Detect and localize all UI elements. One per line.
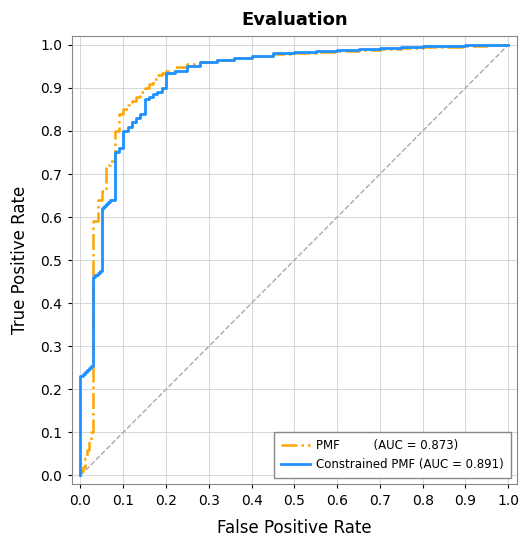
- PMF         (AUC = 0.873): [82, 455, 88, 461]
- Constrained PMF (AUC = 0.891): [355, 46, 362, 53]
- Line: PMF         (AUC = 0.873): PMF (AUC = 0.873): [81, 45, 508, 476]
- Constrained PMF (AUC = 0.891): [463, 42, 469, 49]
- PMF         (AUC = 0.873): [78, 472, 84, 479]
- Constrained PMF (AUC = 0.891): [101, 203, 107, 209]
- PMF         (AUC = 0.873): [484, 42, 490, 48]
- Constrained PMF (AUC = 0.891): [78, 472, 84, 479]
- Constrained PMF (AUC = 0.891): [484, 42, 490, 48]
- Title: Evaluation: Evaluation: [241, 11, 348, 29]
- Y-axis label: True Positive Rate: True Positive Rate: [11, 186, 29, 334]
- PMF         (AUC = 0.873): [90, 429, 97, 436]
- Legend: PMF         (AUC = 0.873), Constrained PMF (AUC = 0.891): PMF (AUC = 0.873), Constrained PMF (AUC …: [273, 432, 511, 478]
- Constrained PMF (AUC = 0.891): [505, 42, 511, 48]
- PMF         (AUC = 0.873): [99, 188, 105, 195]
- PMF         (AUC = 0.873): [313, 50, 319, 56]
- Constrained PMF (AUC = 0.891): [99, 205, 105, 212]
- X-axis label: False Positive Rate: False Positive Rate: [217, 519, 372, 537]
- PMF         (AUC = 0.873): [172, 64, 178, 71]
- PMF         (AUC = 0.873): [249, 53, 255, 59]
- Constrained PMF (AUC = 0.891): [88, 362, 95, 369]
- Line: Constrained PMF (AUC = 0.891): Constrained PMF (AUC = 0.891): [81, 45, 508, 476]
- PMF         (AUC = 0.873): [505, 42, 511, 48]
- Constrained PMF (AUC = 0.891): [484, 42, 490, 49]
